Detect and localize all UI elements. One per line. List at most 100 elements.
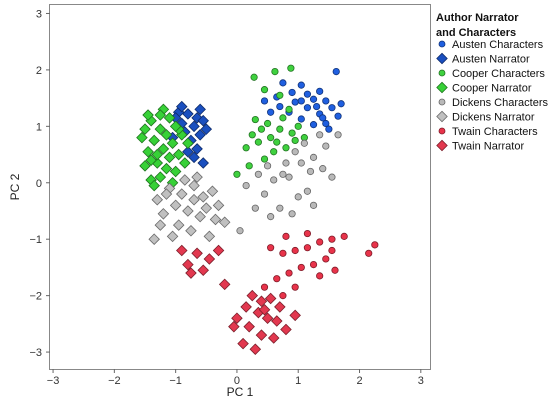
austen-characters-point — [322, 97, 330, 105]
cooper-narrator-point — [142, 145, 154, 158]
y-axis-label: PC 2 — [8, 173, 22, 200]
austen-characters-point — [313, 102, 321, 111]
austen-characters-point — [291, 98, 299, 106]
cooper-narrator-point — [160, 162, 173, 175]
dickens-narrator-point — [151, 193, 164, 206]
cooper-characters-point — [285, 105, 293, 114]
cooper-characters-point — [254, 138, 262, 146]
legend-title-line-2: and Characters — [436, 27, 516, 39]
dickens-narrator-point — [188, 193, 200, 206]
legend-label-dickens-characters: Dickens Characters — [452, 97, 548, 109]
austen-characters-point — [288, 88, 296, 97]
x-axis-ticks: −3 −2 −1 0 1 2 3 — [47, 369, 424, 387]
cooper-narrator-point — [154, 109, 167, 121]
dickens-characters-point — [285, 173, 293, 181]
cooper-narrator-point — [154, 171, 167, 183]
cooper-characters-point — [294, 122, 302, 130]
twain-narrator-point — [255, 295, 268, 308]
twain-characters-point — [260, 283, 269, 291]
twain-characters-point — [291, 283, 299, 291]
dickens-characters-point — [242, 181, 250, 190]
twain-narrator-point — [212, 244, 225, 257]
twain-narrator-point — [249, 343, 262, 356]
legend-marker-austen-narrator — [436, 52, 448, 65]
austen-characters-point — [279, 79, 287, 87]
dickens-characters-point — [300, 139, 308, 147]
cooper-characters-point — [267, 134, 275, 142]
twain-narrator-point — [267, 332, 280, 344]
dickens-narrator-point — [212, 199, 225, 212]
legend-marker-twain-characters — [438, 127, 446, 135]
austen-characters-point — [267, 108, 275, 116]
y-tick-label: −3 — [29, 347, 42, 359]
cooper-narrator-point — [179, 157, 191, 169]
austen-characters-point — [309, 95, 318, 103]
cooper-characters-point — [291, 136, 299, 145]
twain-narrator-point — [197, 264, 209, 277]
cooper-characters-point — [271, 67, 279, 76]
cooper-characters-point — [251, 115, 259, 124]
dickens-narrator-point — [176, 188, 188, 200]
legend-label-twain-characters: Twain Characters — [452, 126, 538, 138]
dickens-characters-point — [267, 213, 275, 221]
cooper-narrator-point — [160, 129, 173, 141]
legend-label-twain-narrator: Twain Narrator — [452, 141, 524, 153]
twain-narrator-point — [274, 301, 286, 313]
dickens-characters-point — [316, 131, 324, 139]
austen-narrator-point — [194, 129, 206, 141]
twain-characters-point — [328, 246, 336, 255]
austen-characters-point — [303, 90, 312, 98]
austen-characters-point — [319, 114, 327, 122]
austen-narrator-point — [191, 112, 203, 124]
dickens-characters-point — [309, 153, 318, 161]
dickens-characters-point — [270, 176, 278, 184]
austen-narrator-point — [200, 123, 213, 135]
dickens-characters-point — [303, 187, 312, 195]
dickens-narrator-point — [182, 205, 194, 217]
twain-characters-point — [279, 292, 287, 300]
twain-narrator-point — [261, 312, 274, 324]
cooper-characters-point — [245, 162, 253, 170]
cooper-characters-point — [263, 119, 272, 128]
dickens-characters-point — [251, 204, 259, 212]
dickens-narrator-point — [160, 188, 173, 200]
cooper-narrator-point — [148, 179, 160, 192]
cooper-characters-point — [279, 114, 287, 122]
austen-characters-point — [337, 100, 345, 108]
twain-narrator-point — [218, 278, 231, 291]
x-axis-label: PC 1 — [227, 385, 254, 399]
austen-characters-point — [297, 115, 305, 123]
austen-characters-point — [297, 81, 305, 89]
cooper-narrator-point — [148, 134, 160, 147]
austen-narrator-point — [182, 108, 194, 120]
x-tick-label: 3 — [418, 375, 424, 387]
legend-label-dickens-narrator: Dickens Narrator — [452, 112, 535, 124]
dickens-characters-point — [294, 193, 302, 201]
austen-narrator-point — [176, 100, 188, 113]
dickens-characters-point — [328, 173, 336, 181]
y-tick-label: 0 — [36, 178, 42, 190]
cooper-characters-point — [276, 91, 284, 99]
cooper-characters-point — [233, 170, 241, 178]
cooper-characters-point — [282, 144, 290, 152]
legend-label-cooper-narrator: Cooper Narrator — [452, 83, 532, 95]
x-tick-label: −1 — [169, 375, 182, 387]
twain-narrator-point — [271, 315, 283, 327]
cooper-characters-point — [276, 125, 284, 133]
austen-characters-point — [325, 125, 333, 133]
dickens-characters-point — [276, 204, 284, 212]
austen-narrator-point — [197, 157, 209, 169]
austen-narrator-point — [188, 120, 200, 133]
twain-characters-point — [365, 249, 373, 257]
dickens-narrator-point — [200, 202, 213, 214]
legend-title-line-1: Author Narrator — [436, 12, 519, 24]
austen-characters-point — [303, 104, 312, 112]
dickens-narrator-point — [194, 210, 206, 223]
dickens-characters-point — [291, 148, 299, 156]
cooper-narrator-point — [136, 131, 148, 144]
cooper-narrator-point — [145, 154, 157, 166]
x-tick-label: 1 — [295, 375, 301, 387]
cooper-characters-point — [248, 131, 256, 139]
x-tick-label: 0 — [234, 375, 240, 387]
austen-characters-point — [297, 97, 305, 105]
